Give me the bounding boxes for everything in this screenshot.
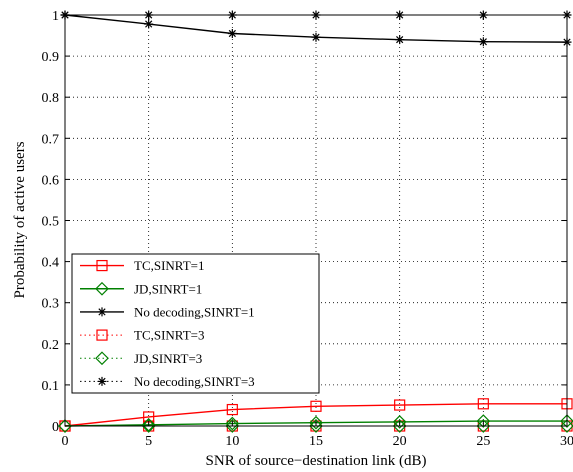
legend-marker <box>95 281 109 296</box>
y-tick-label: 0.3 <box>42 297 60 312</box>
data-point <box>311 32 321 42</box>
y-tick-label: 0.8 <box>42 91 60 106</box>
legend-label: No decoding,SINRT=1 <box>134 304 255 319</box>
legend-item: TC,SINRT=3 <box>80 328 204 343</box>
legend-marker <box>97 376 107 386</box>
x-tick-label: 10 <box>225 434 239 449</box>
x-tick-label: 15 <box>309 434 323 449</box>
data-point <box>477 398 489 410</box>
legend-marker <box>96 329 108 341</box>
legend-box <box>71 253 320 394</box>
data-point <box>394 399 406 411</box>
data-point <box>560 414 573 428</box>
data-point <box>225 416 240 431</box>
data-point <box>141 419 156 433</box>
x-tick-label: 30 <box>560 434 573 449</box>
data-point <box>478 37 488 47</box>
axis-ticks: 0 5 10 15 20 25 30 0 0.1 0.2 0.3 0.4 0.5 0.6 0.7 0.8 0.9… <box>42 9 573 449</box>
y-axis-label: Probability of active users <box>12 141 28 298</box>
y-tick-label: 0.7 <box>42 132 60 147</box>
y-tick-label: 1 <box>52 9 59 24</box>
x-axis-label: SNR of source−destination link (dB) <box>206 453 427 469</box>
x-tick-label: 5 <box>145 434 152 449</box>
series-0 <box>59 398 573 432</box>
y-tick-label: 0.5 <box>42 215 60 230</box>
x-tick-label: 25 <box>476 434 490 449</box>
legend-marker <box>97 307 107 317</box>
y-tick-label: 0.9 <box>42 50 60 65</box>
legend-label: JD,SINRT=1 <box>134 281 202 296</box>
data-point <box>310 400 322 412</box>
data-point <box>476 419 491 433</box>
data-point <box>227 28 237 38</box>
data-point <box>144 19 154 29</box>
legend-label: JD,SINRT=3 <box>134 351 202 366</box>
y-tick-label: 0.6 <box>42 173 60 188</box>
legend: TC,SINRT=1 JD,SINRT=1 No decoding,SINRT=1 T… <box>71 253 320 394</box>
grid-lines <box>65 15 567 426</box>
legend-item: TC,SINRT=1 <box>80 258 204 273</box>
series-line <box>64 403 567 427</box>
data-point <box>58 419 72 433</box>
legend-item: JD,SINRT=3 <box>80 351 202 366</box>
data-point <box>395 35 405 45</box>
data-point <box>560 419 573 433</box>
legend-label: TC,SINRT=1 <box>134 258 204 273</box>
data-point <box>309 415 323 430</box>
data-point <box>392 415 407 429</box>
legend-item: No decoding,SINRT=1 <box>80 304 255 319</box>
data-point <box>141 417 156 432</box>
y-tick-label: 0.2 <box>42 338 60 353</box>
legend-item: No decoding,SINRT=3 <box>80 374 255 389</box>
y-tick-label: 0 <box>52 420 59 435</box>
y-tick-label: 0.4 <box>42 256 60 271</box>
data-point <box>226 403 238 416</box>
x-tick-label: 20 <box>393 434 407 449</box>
legend-marker <box>96 259 108 272</box>
x-tick-label: 0 <box>62 434 69 449</box>
legend-label: TC,SINRT=3 <box>134 328 204 343</box>
legend-item: JD,SINRT=1 <box>80 281 202 296</box>
y-tick-label: 0.1 <box>42 379 60 394</box>
legend-marker <box>95 351 109 366</box>
data-point <box>476 414 491 428</box>
legend-label: No decoding,SINRT=3 <box>134 374 255 389</box>
